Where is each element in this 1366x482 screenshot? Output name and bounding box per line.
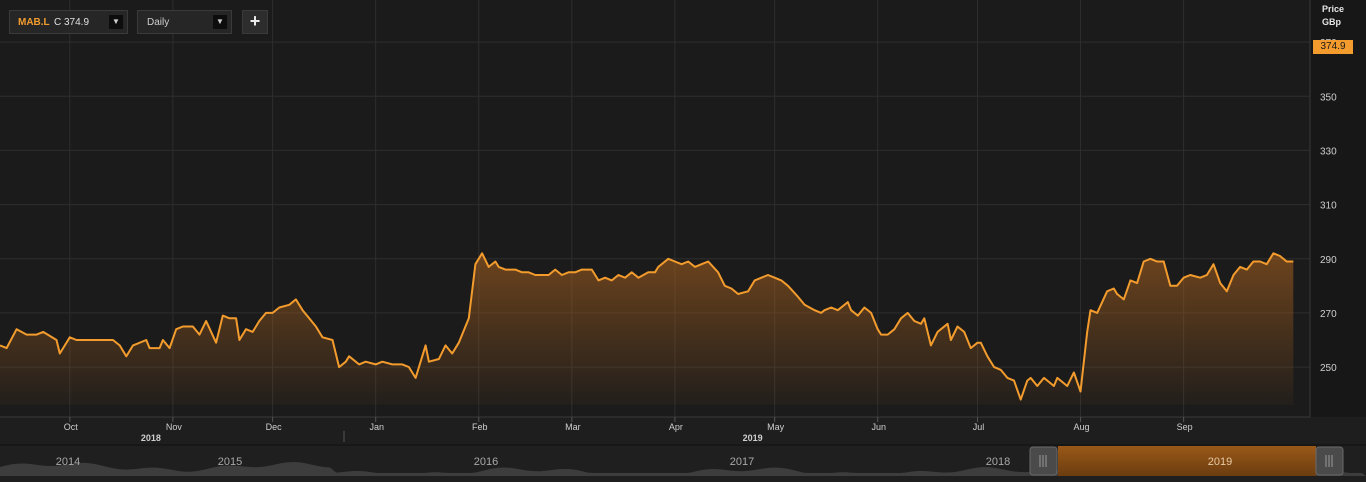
interval-value: Daily [147,17,170,28]
navigator-year-label: 2016 [474,456,498,468]
navigator-year-labels: 2014 2015 2016 2017 2018 2019 [56,456,1232,468]
x-year-label: 2018 [141,433,161,443]
x-tick-label: Jun [871,422,886,432]
line-layer [0,252,1294,401]
price-line [0,252,1294,401]
chevron-down-icon[interactable]: ▼ [109,15,123,29]
x-tick-label: Oct [64,422,79,432]
price-axis-title: Price GBp [1322,3,1344,29]
y-tick-label: 250 [1320,363,1337,374]
price-axis-title-line2: GBp [1322,17,1341,27]
y-tick-label: 330 [1320,146,1337,157]
x-tick-label: Feb [472,422,488,432]
price-axis-title-line1: Price [1322,4,1345,14]
x-tick-label: Sep [1177,422,1193,432]
last-price-badge: 374.9 [1313,40,1353,54]
navigator-grip-right [1325,455,1333,467]
x-axis: Oct Nov Dec Jan Feb Mar Apr May Jun Jul Aug Sep 2018… [64,417,1193,443]
ticker-symbol: MAB.L [18,17,50,28]
x-tick-label: Apr [669,422,683,432]
x-tick-label: Aug [1074,422,1090,432]
x-tick-label: Mar [565,422,581,432]
y-tick-label: 310 [1320,201,1337,212]
interval-selector[interactable]: Daily ▼ [137,10,232,34]
y-axis: 250270290310330350370 [1309,0,1337,417]
y-tick-label: 290 [1320,255,1337,266]
y-tick-label: 270 [1320,309,1337,320]
x-tick-label: Nov [166,422,183,432]
navigator[interactable]: 2014 2015 2016 2017 2018 2019 [0,446,1366,482]
navigator-grip-left [1039,455,1047,467]
navigator-minimap [0,462,1366,476]
navigator-year-label: 2017 [730,456,754,468]
navigator-selection[interactable] [1058,446,1316,476]
navigator-year-label: 2018 [986,456,1010,468]
y-tick-label: 350 [1320,92,1337,103]
navigator-year-label: 2015 [218,456,242,468]
add-indicator-button[interactable]: + [242,10,268,34]
close-value: 374.9 [64,17,90,28]
close-label: C [54,17,62,28]
navigator-year-label: 2014 [56,456,80,468]
x-tick-label: May [767,422,785,432]
x-tick-label: Jan [369,422,384,432]
chevron-down-icon[interactable]: ▼ [213,15,227,29]
navigator-year-label: 2019 [1208,456,1232,468]
x-year-label: 2019 [743,433,763,443]
ticker-selector[interactable]: MAB.L C 374.9 ▼ [9,10,128,34]
x-tick-label: Dec [266,422,283,432]
area-layer [0,253,1294,405]
x-tick-label: Jul [973,422,985,432]
price-area [0,253,1294,405]
x-axis-band [0,417,1366,444]
